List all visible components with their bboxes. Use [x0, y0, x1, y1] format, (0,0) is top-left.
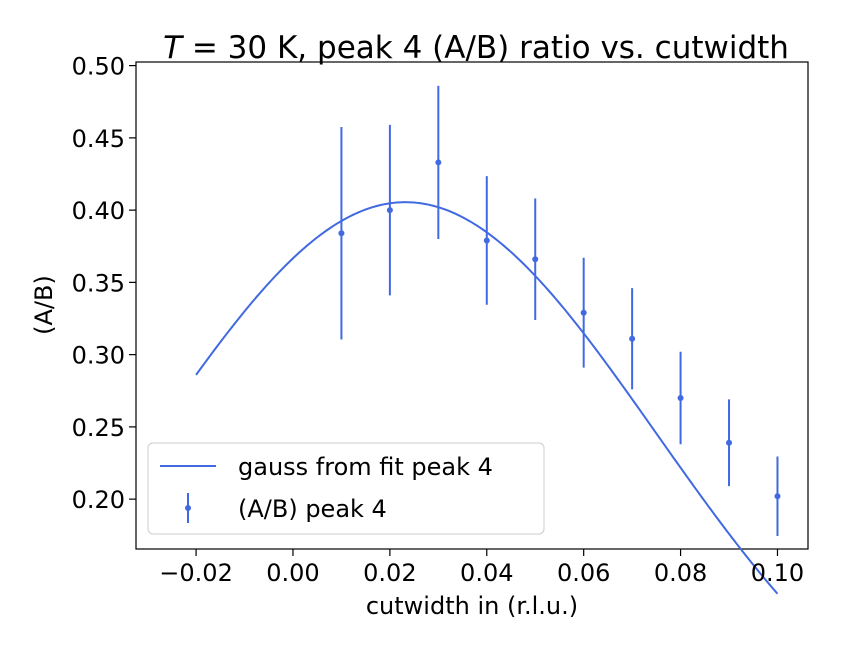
x-tick-label: 0.00: [266, 559, 319, 587]
legend-marker-swatch: [185, 505, 191, 511]
x-tick-label: 0.10: [751, 559, 804, 587]
data-point: [532, 256, 539, 263]
plot-area: [135, 61, 809, 595]
y-tick-label: 0.50: [72, 53, 125, 81]
x-tick-label: −0.02: [159, 559, 233, 587]
data-point: [386, 207, 393, 214]
data-point: [435, 159, 442, 166]
axes-frame: [135, 61, 809, 550]
data-point: [629, 335, 636, 342]
y-axis: 0.20 0.25 0.30 0.35 0.40 0.45 0.50: [72, 53, 136, 514]
y-tick-label: 0.40: [72, 197, 125, 225]
data-point: [677, 394, 684, 401]
data-point: [726, 439, 733, 446]
chart-title-variable: T: [163, 30, 184, 66]
data-point: [774, 493, 781, 500]
y-tick-label: 0.30: [72, 342, 125, 370]
x-tick-label: 0.08: [654, 559, 707, 587]
chart-title-text: = 30 K, peak 4 (A/B) ratio vs. cutwidth: [182, 30, 789, 66]
legend: gauss from fit peak 4 (A/B) peak 4: [147, 442, 545, 535]
y-tick-label: 0.25: [72, 414, 125, 442]
x-tick-label: 0.04: [460, 559, 513, 587]
y-tick-label: 0.20: [72, 486, 125, 514]
data-point: [483, 237, 490, 244]
y-tick-label: 0.45: [72, 125, 125, 153]
data-point: [338, 230, 345, 237]
x-axis-label: cutwidth in (r.l.u.): [366, 592, 578, 620]
legend-box: [147, 442, 545, 535]
chart-title: T = 30 K, peak 4 (A/B) ratio vs. cutwidt…: [163, 30, 789, 66]
y-tick-label: 0.35: [72, 269, 125, 297]
x-tick-label: 0.06: [557, 559, 610, 587]
x-axis: −0.02 0.00 0.02 0.04 0.06 0.08 0.10: [159, 549, 804, 587]
x-tick-label: 0.02: [363, 559, 416, 587]
legend-label-fit: gauss from fit peak 4: [238, 453, 493, 481]
legend-label-data: (A/B) peak 4: [238, 495, 387, 523]
data-point: [580, 309, 587, 316]
y-axis-label: (A/B): [30, 275, 58, 335]
